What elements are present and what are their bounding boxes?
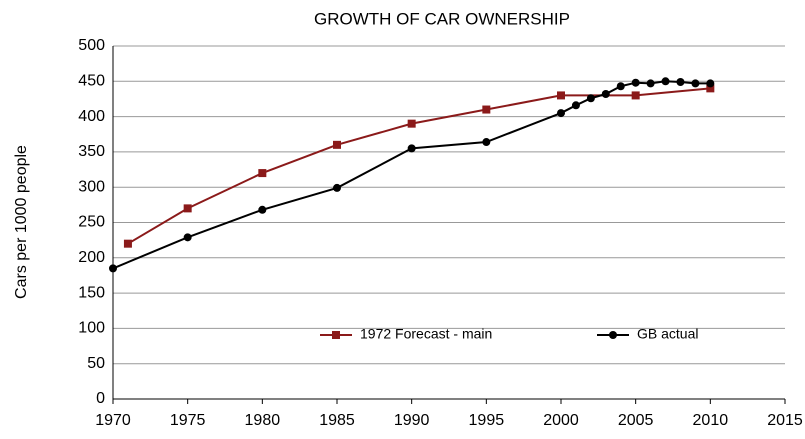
marker (183, 233, 192, 242)
marker (691, 79, 700, 88)
y-axis-label: Cars per 1000 people (13, 145, 30, 299)
legend-marker (332, 331, 340, 339)
y-tick-label: 400 (78, 108, 105, 125)
marker (333, 183, 341, 192)
marker (407, 119, 416, 128)
marker (706, 84, 715, 93)
x-tick-label: 2015 (767, 412, 803, 429)
x-tick-label: 1990 (394, 412, 430, 429)
y-tick-label: 350 (78, 143, 105, 160)
y-tick-label: 0 (96, 390, 105, 407)
x-tick-label: 1995 (469, 412, 505, 429)
marker (333, 140, 341, 149)
legend-label: GB actual (637, 326, 698, 342)
marker (586, 94, 595, 103)
legend: 1972 Forecast - main GB actual (320, 326, 698, 342)
marker (706, 79, 715, 88)
y-tick-label: 250 (78, 214, 105, 231)
y-tick-label: 200 (78, 249, 105, 266)
series-line (127, 87, 711, 245)
marker (616, 82, 625, 91)
x-tick-label: 1985 (319, 412, 355, 429)
marker (557, 91, 565, 100)
marker (676, 78, 685, 87)
x-tick-label: 1980 (245, 412, 281, 429)
marker (646, 79, 655, 88)
chart-title: GROWTH OF CAR OWNERSHIP (314, 9, 570, 28)
marker (631, 91, 640, 100)
x-tick-label: 1975 (170, 412, 206, 429)
x-tick-label: 2010 (693, 412, 729, 429)
marker (482, 138, 491, 147)
y-tick-label: 500 (78, 37, 105, 54)
marker (482, 105, 491, 114)
y-tick-label: 100 (78, 320, 105, 337)
y-tick-label: 50 (87, 355, 105, 372)
marker (258, 205, 267, 214)
marker (571, 101, 580, 110)
legend-label: 1972 Forecast - main (360, 326, 492, 342)
series-line (112, 80, 711, 270)
marker (661, 77, 670, 86)
y-tick-label: 300 (78, 178, 105, 195)
marker (557, 109, 565, 118)
marker (258, 169, 267, 178)
marker (183, 204, 192, 213)
y-tick-label: 450 (78, 73, 105, 90)
x-tick-label: 2005 (618, 412, 654, 429)
marker (123, 239, 132, 248)
x-tick-label: 1970 (95, 412, 131, 429)
legend-marker (609, 331, 617, 339)
marker (407, 144, 416, 153)
marker (631, 78, 640, 87)
x-tick-label: 2000 (543, 412, 579, 429)
marker (109, 264, 117, 273)
marker (601, 90, 610, 99)
y-tick-label: 150 (78, 284, 105, 301)
